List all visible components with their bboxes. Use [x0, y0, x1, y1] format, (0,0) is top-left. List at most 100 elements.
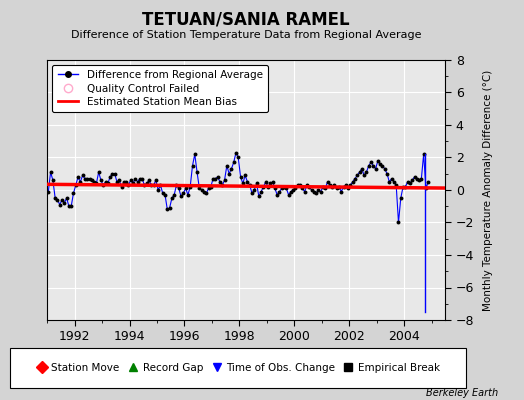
Point [170, 192, 178, 198]
Point [289, 187, 298, 193]
Point [287, 188, 295, 195]
Point [69, 190, 78, 196]
Point [328, 184, 336, 190]
Point [126, 177, 135, 184]
Point [83, 176, 91, 182]
Point [168, 195, 176, 201]
Point [417, 176, 425, 182]
Point [412, 176, 421, 182]
Point [310, 188, 318, 195]
Point [362, 169, 370, 175]
Point [314, 187, 323, 193]
Point [213, 174, 222, 180]
Point [47, 169, 55, 175]
Point [248, 190, 256, 196]
Point [243, 179, 252, 185]
Point [238, 180, 247, 187]
Point [234, 154, 243, 161]
Point [250, 187, 258, 193]
Point [257, 188, 265, 195]
Point [111, 170, 119, 177]
Point [275, 188, 283, 195]
Point [122, 179, 130, 185]
Point [278, 185, 286, 192]
Point [268, 179, 277, 185]
Point [138, 176, 146, 182]
Point [156, 182, 165, 188]
Point [179, 190, 188, 196]
Point [67, 203, 75, 210]
Point [76, 179, 84, 185]
Point [360, 172, 368, 178]
Point [211, 176, 220, 182]
Point [97, 177, 105, 184]
Point [166, 205, 174, 211]
Point [312, 190, 320, 196]
Point [188, 162, 196, 169]
Point [271, 185, 279, 192]
Point [305, 184, 313, 190]
Point [191, 151, 199, 158]
Point [53, 196, 62, 203]
Point [202, 190, 211, 196]
Point [367, 159, 375, 166]
Point [372, 166, 380, 172]
Point [51, 195, 59, 201]
Legend: Difference from Regional Average, Quality Control Failed, Estimated Station Mean: Difference from Regional Average, Qualit… [52, 65, 268, 112]
Point [115, 177, 124, 184]
Point [374, 158, 382, 164]
Point [255, 193, 263, 200]
Point [79, 172, 87, 178]
Point [74, 174, 82, 180]
Point [124, 182, 133, 188]
Point [159, 190, 167, 196]
Point [403, 179, 412, 185]
Point [181, 185, 190, 192]
Point [316, 188, 325, 195]
Point [88, 177, 96, 184]
Point [383, 170, 391, 177]
Point [90, 179, 99, 185]
Point [163, 206, 171, 213]
Point [193, 169, 201, 175]
Point [346, 182, 355, 188]
Point [99, 182, 107, 188]
Point [94, 169, 103, 175]
Point [369, 162, 377, 169]
Point [85, 176, 94, 182]
Point [49, 177, 57, 184]
FancyBboxPatch shape [10, 348, 466, 388]
Point [72, 182, 80, 188]
Point [113, 179, 121, 185]
Point [399, 184, 407, 190]
Point [246, 182, 254, 188]
Point [81, 176, 89, 182]
Point [200, 188, 208, 195]
Y-axis label: Monthly Temperature Anomaly Difference (°C): Monthly Temperature Anomaly Difference (… [483, 69, 493, 311]
Point [209, 176, 217, 182]
Point [58, 196, 66, 203]
Point [285, 192, 293, 198]
Point [161, 192, 169, 198]
Point [291, 185, 300, 192]
Point [186, 184, 194, 190]
Point [337, 188, 345, 195]
Point [415, 177, 423, 184]
Point [225, 170, 233, 177]
Point [408, 177, 417, 184]
Point [129, 180, 137, 187]
Point [390, 179, 398, 185]
Point [204, 185, 213, 192]
Point [355, 169, 364, 175]
Text: TETUAN/SANIA RAMEL: TETUAN/SANIA RAMEL [143, 10, 350, 28]
Point [385, 179, 394, 185]
Point [300, 188, 309, 195]
Point [236, 174, 245, 180]
Point [293, 182, 302, 188]
Point [60, 200, 69, 206]
Point [319, 184, 327, 190]
Point [424, 179, 432, 185]
Point [223, 162, 231, 169]
Point [131, 176, 139, 182]
Point [218, 182, 226, 188]
